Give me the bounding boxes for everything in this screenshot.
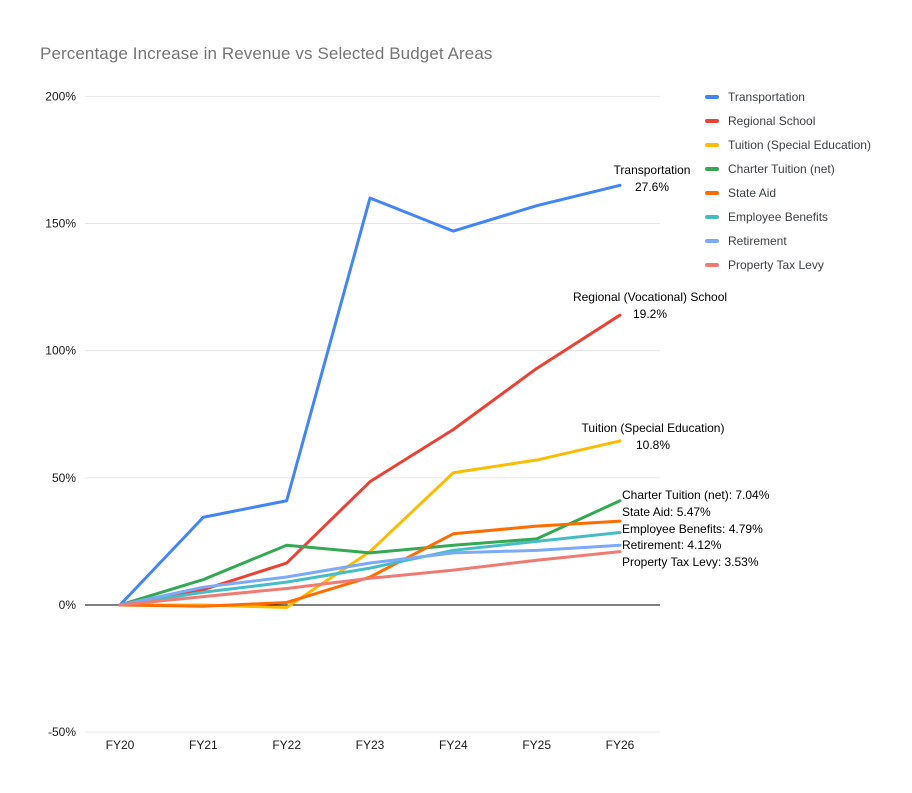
legend-label: Retirement xyxy=(728,234,787,248)
legend-swatch-icon xyxy=(705,215,719,219)
series-line-charter-tuition-net xyxy=(118,499,622,607)
annotation-state-aid: State Aid: 5.47% xyxy=(622,504,711,521)
legend-item-transportation: Transportation xyxy=(705,85,871,109)
legend-item-state-aid: State Aid xyxy=(705,181,871,205)
legend-label: Property Tax Levy xyxy=(728,258,824,272)
y-tick-label: 150% xyxy=(45,216,76,230)
annotation-tuition-special-education: Tuition (Special Education) 10.8% xyxy=(582,420,725,454)
y-tick-label: 0% xyxy=(59,598,77,612)
legend-label: Charter Tuition (net) xyxy=(728,162,835,176)
series-line-employee-benefits xyxy=(118,531,622,607)
legend-swatch-icon xyxy=(705,263,719,267)
x-tick-label-fy21: FY21 xyxy=(189,738,218,752)
legend: Transportation Regional School Tuition (Sp… xyxy=(705,85,871,277)
legend-label: State Aid xyxy=(728,186,777,200)
legend-item-employee-benefits: Employee Benefits xyxy=(705,205,871,229)
annotation-line: 19.2% xyxy=(632,307,668,321)
x-tick-label-fy25: FY25 xyxy=(522,738,551,752)
legend-swatch-icon xyxy=(705,95,719,99)
x-tick-label-fy22: FY22 xyxy=(272,738,301,752)
annotation-transportation: Transportation 27.6% xyxy=(614,162,691,196)
legend-swatch-icon xyxy=(705,143,719,147)
annotation-line: Transportation xyxy=(613,163,691,177)
x-tick-label-fy26: FY26 xyxy=(606,738,635,752)
annotation-employee-benefits: Employee Benefits: 4.79% xyxy=(622,521,763,538)
legend-label: Employee Benefits xyxy=(728,210,829,224)
annotation-regional-vocational-school: Regional (Vocational) School 19.2% xyxy=(573,289,727,323)
annotation-retirement: Retirement: 4.12% xyxy=(622,537,721,554)
y-tick-label: 200% xyxy=(45,89,76,103)
series-line-transportation xyxy=(118,183,622,607)
y-tick-label: 100% xyxy=(45,344,76,358)
annotation-line: Charter Tuition (net): 7.04% xyxy=(622,488,770,502)
legend-swatch-icon xyxy=(705,167,719,171)
legend-item-tuition-special-education: Tuition (Special Education) xyxy=(705,133,871,157)
legend-label: Regional School xyxy=(728,114,816,128)
legend-swatch-icon xyxy=(705,239,719,243)
legend-swatch-icon xyxy=(705,191,719,195)
annotation-line: Property Tax Levy: 3.53% xyxy=(622,555,759,569)
y-tick-label: 50% xyxy=(52,471,76,485)
legend-item-retirement: Retirement xyxy=(705,229,871,253)
legend-swatch-icon xyxy=(705,119,719,123)
x-tick-label-fy23: FY23 xyxy=(356,738,385,752)
legend-item-charter-tuition-net: Charter Tuition (net) xyxy=(705,157,871,181)
legend-item-property-tax-levy: Property Tax Levy xyxy=(705,253,871,277)
annotation-line: 10.8% xyxy=(635,438,671,452)
annotation-line: State Aid: 5.47% xyxy=(622,505,711,519)
legend-label: Tuition (Special Education) xyxy=(728,138,871,152)
y-tick-label: -50% xyxy=(48,725,76,739)
series-line-regional-school xyxy=(118,313,622,607)
series-line-property-tax-levy xyxy=(118,550,622,607)
annotation-property-tax-levy: Property Tax Levy: 3.53% xyxy=(622,554,759,571)
annotation-line: Regional (Vocational) School xyxy=(572,290,728,304)
legend-label: Transportation xyxy=(728,90,805,104)
chart-title: Percentage Increase in Revenue vs Select… xyxy=(40,44,493,63)
annotation-line: 27.6% xyxy=(634,180,670,194)
x-tick-label-fy24: FY24 xyxy=(439,738,468,752)
annotation-charter-tuition-net: Charter Tuition (net): 7.04% xyxy=(622,487,769,504)
annotation-line: Tuition (Special Education) xyxy=(581,421,725,435)
series-line-retirement xyxy=(118,543,622,607)
annotation-line: Retirement: 4.12% xyxy=(622,538,722,552)
annotation-line: Employee Benefits: 4.79% xyxy=(622,522,763,536)
x-tick-label-fy20: FY20 xyxy=(106,738,135,752)
legend-item-regional-school: Regional School xyxy=(705,109,871,133)
